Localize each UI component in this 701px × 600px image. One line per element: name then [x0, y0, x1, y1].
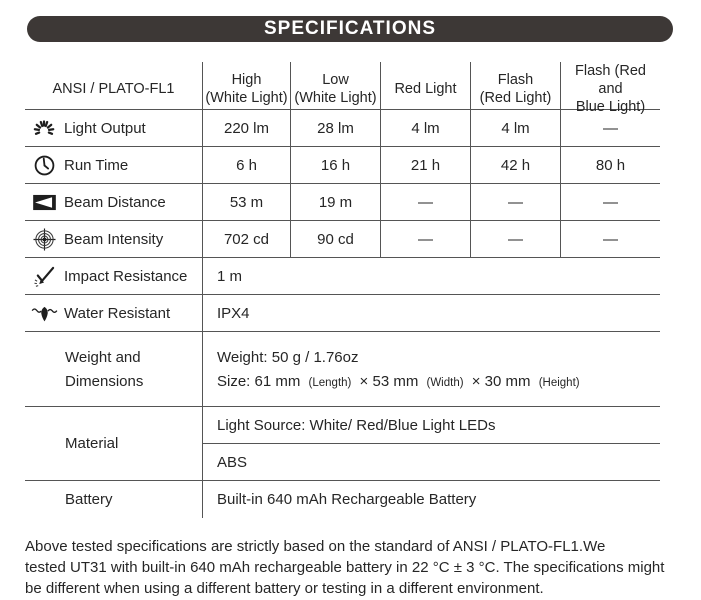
cell-value: IPX4 [202, 295, 660, 331]
cell-value: 16 h [290, 147, 380, 183]
footnote: Above tested specifications are strictly… [25, 536, 689, 599]
cell-value: 6 h [202, 147, 290, 183]
light-output-icon [28, 118, 60, 138]
spec-table: ANSI / PLATO-FL1 High (White Light) Low … [25, 62, 660, 518]
cell-value: 220 lm [202, 110, 290, 146]
weight-value: Weight: 50 g / 1.76oz [217, 348, 359, 366]
row-label: Battery [65, 491, 113, 508]
row-light-output: Light Output 220 lm 28 lm 4 lm 4 lm — [25, 110, 660, 147]
cell-value: 80 h [560, 147, 660, 183]
cell-value: — [560, 110, 660, 146]
header-col-high: High (White Light) [202, 62, 290, 116]
banner-title: SPECIFICATIONS [264, 18, 436, 39]
row-weight-dimensions: Weight and Dimensions Weight: 50 g / 1.7… [25, 332, 660, 407]
table-header-row: ANSI / PLATO-FL1 High (White Light) Low … [25, 62, 660, 116]
water-resistant-icon [28, 304, 60, 323]
cell-value: 53 m [202, 184, 290, 220]
row-label: Dimensions [65, 372, 144, 390]
beam-distance-icon [28, 194, 60, 211]
cell-value: — [560, 184, 660, 220]
row-battery: Battery Built-in 640 mAh Rechargeable Ba… [25, 481, 660, 518]
cell-value: — [560, 221, 660, 257]
cell-value: — [380, 221, 470, 257]
footnote-line: Above tested specifications are strictly… [25, 538, 606, 555]
impact-resistance-icon [28, 266, 60, 287]
header-standard: ANSI / PLATO-FL1 [52, 81, 175, 97]
material-light-source: Light Source: White/ Red/Blue Light LEDs [203, 407, 660, 444]
clock-icon [28, 154, 60, 177]
size-value: Size: 61 mm (Length) × 53 mm (Width) × 3… [217, 372, 580, 390]
cell-value: — [470, 221, 560, 257]
cell-value: 19 m [290, 184, 380, 220]
row-label: Beam Distance [64, 193, 166, 211]
row-label: Light Output [64, 119, 146, 137]
row-beam-intensity: Beam Intensity 702 cd 90 cd — — — [25, 221, 660, 258]
cell-value: 28 lm [290, 110, 380, 146]
row-label: Run Time [64, 156, 129, 174]
row-impact-resistance: Impact Resistance 1 m [25, 258, 660, 295]
footnote-line: be different when using a different batt… [25, 580, 544, 597]
cell-value: 4 lm [380, 110, 470, 146]
row-run-time: Run Time 6 h 16 h 21 h 42 h 80 h [25, 147, 660, 184]
cell-value: 4 lm [470, 110, 560, 146]
header-col-flash-red-blue: Flash (Red and Blue Light) [560, 62, 660, 116]
row-label: Beam Intensity [64, 230, 164, 248]
material-body: ABS [217, 453, 248, 471]
specifications-banner: SPECIFICATIONS [27, 16, 673, 42]
row-material: Material Light Source: White/ Red/Blue L… [25, 407, 660, 481]
cell-value: 1 m [202, 258, 660, 294]
header-col-flash-red: Flash (Red Light) [470, 62, 560, 116]
row-beam-distance: Beam Distance 53 m 19 m — — — [25, 184, 660, 221]
row-water-resistant: Water Resistant IPX4 [25, 295, 660, 332]
cell-value: 42 h [470, 147, 560, 183]
header-col-low: Low (White Light) [290, 62, 380, 116]
footnote-line: tested UT31 with built-in 640 mAh rechar… [25, 559, 665, 576]
row-label: Material [65, 435, 119, 452]
row-label: Water Resistant [64, 304, 171, 322]
cell-value: 702 cd [202, 221, 290, 257]
cell-value: 90 cd [290, 221, 380, 257]
cell-value: — [470, 184, 560, 220]
row-label: Impact Resistance [64, 267, 188, 285]
target-icon [28, 227, 60, 251]
header-col-red: Red Light [380, 62, 470, 116]
cell-value: 21 h [380, 147, 470, 183]
cell-value: — [380, 184, 470, 220]
row-label: Weight and [65, 348, 141, 366]
cell-value: Built-in 640 mAh Rechargeable Battery [202, 481, 660, 518]
